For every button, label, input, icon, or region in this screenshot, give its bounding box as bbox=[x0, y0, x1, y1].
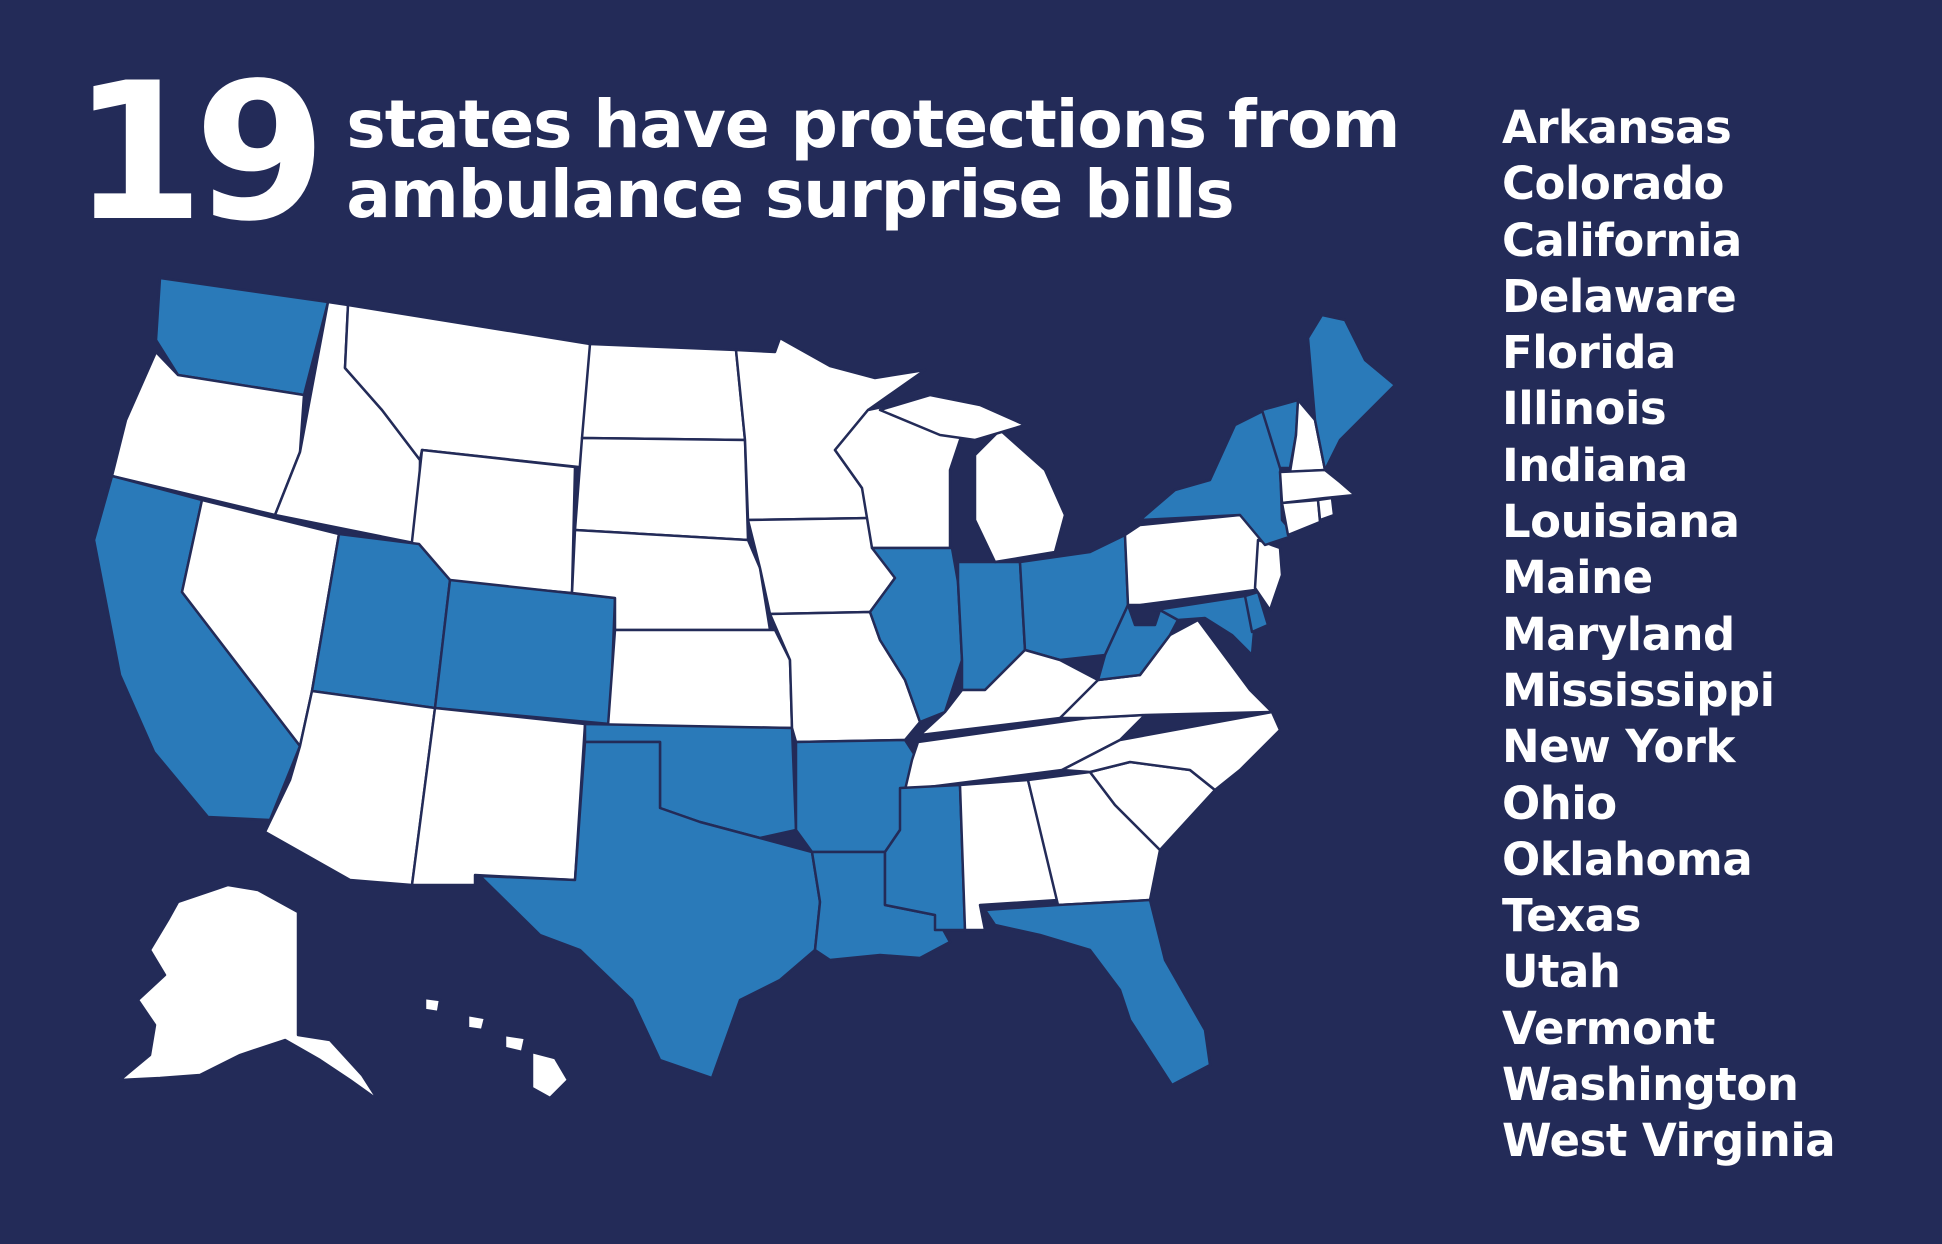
protected-state-item: Washington bbox=[1502, 1058, 1799, 1112]
state-north-carolina bbox=[1060, 710, 1282, 792]
state-alaska bbox=[118, 883, 380, 1102]
protected-state-item: Texas bbox=[1502, 889, 1641, 943]
state-wisconsin bbox=[833, 396, 967, 550]
headline-line-2: ambulance surprise bills bbox=[346, 156, 1234, 233]
state-florida bbox=[983, 898, 1212, 1087]
state-count: 19 bbox=[72, 42, 326, 263]
state-north-dakota bbox=[580, 342, 747, 442]
protected-state-item: Ohio bbox=[1502, 776, 1617, 830]
protected-state-item: Vermont bbox=[1502, 1001, 1715, 1055]
state-michigan-lower bbox=[973, 428, 1067, 564]
state-massachusetts bbox=[1278, 468, 1357, 505]
protected-state-item: Maryland bbox=[1502, 607, 1735, 661]
protected-states-list: Arkansas Colorado California Delaware Florid… bbox=[1502, 100, 1836, 1170]
protected-state-item: Colorado bbox=[1502, 157, 1724, 211]
protected-state-item: Illinois bbox=[1502, 382, 1667, 436]
state-michigan-upper bbox=[878, 393, 1027, 442]
protected-state-item: New York bbox=[1502, 720, 1735, 774]
state-west-virginia bbox=[1096, 603, 1180, 682]
state-new-mexico bbox=[410, 706, 587, 887]
headline-line-1: states have protections from bbox=[346, 86, 1400, 163]
state-illinois bbox=[868, 546, 964, 724]
state-south-dakota bbox=[573, 436, 750, 542]
protected-state-item: Arkansas bbox=[1502, 101, 1732, 154]
state-hawaii-big bbox=[530, 1050, 570, 1100]
state-pennsylvania bbox=[1123, 513, 1267, 607]
state-maine bbox=[1306, 313, 1397, 472]
protected-state-item: Oklahoma bbox=[1502, 832, 1753, 886]
protected-state-item: Delaware bbox=[1502, 269, 1737, 323]
protected-state-item: Maine bbox=[1502, 551, 1653, 605]
headline-text: states have protections from ambulance s… bbox=[346, 86, 1400, 233]
protected-state-item: West Virginia bbox=[1502, 1114, 1836, 1168]
headline: 19 states have protections from ambulanc… bbox=[72, 42, 1400, 263]
protected-state-item: Utah bbox=[1502, 945, 1621, 999]
protected-state-item: Florida bbox=[1502, 326, 1676, 380]
protected-state-item: California bbox=[1502, 213, 1742, 267]
protected-state-item: Louisiana bbox=[1502, 495, 1740, 549]
state-delaware bbox=[1243, 590, 1270, 634]
state-hawaii-maui bbox=[503, 1033, 527, 1054]
state-hawaii-kauai bbox=[423, 996, 442, 1014]
state-new-jersey bbox=[1253, 538, 1284, 612]
state-texas bbox=[478, 740, 822, 1080]
protected-state-item: Indiana bbox=[1502, 438, 1688, 492]
state-rhode-island bbox=[1316, 496, 1336, 522]
state-kansas bbox=[606, 628, 794, 730]
protected-state-item: Mississippi bbox=[1502, 663, 1775, 717]
state-colorado bbox=[433, 578, 617, 726]
state-connecticut bbox=[1280, 498, 1322, 537]
state-hawaii-oahu bbox=[466, 1013, 487, 1032]
